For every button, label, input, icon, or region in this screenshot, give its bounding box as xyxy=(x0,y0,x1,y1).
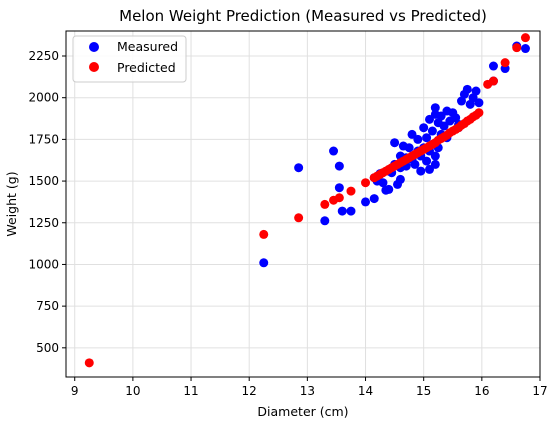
measured-point xyxy=(424,114,434,124)
legend-marker-predicted xyxy=(89,62,99,72)
x-tick-label: 15 xyxy=(416,384,431,398)
measured-point xyxy=(422,156,432,166)
legend-box xyxy=(72,35,187,83)
measured-point xyxy=(384,184,394,194)
x-tick-label: 17 xyxy=(532,384,547,398)
predicted-point xyxy=(488,76,498,86)
y-tick-label: 1250 xyxy=(28,216,59,230)
legend: Measured Predicted xyxy=(72,35,187,83)
x-tick-label: 9 xyxy=(71,384,79,398)
measured-point xyxy=(462,84,472,94)
predicted-point xyxy=(474,108,484,118)
measured-point xyxy=(422,133,432,143)
legend-label-predicted: Predicted xyxy=(117,60,176,75)
predicted-point xyxy=(512,43,522,53)
predicted-point xyxy=(259,229,269,239)
predicted-point xyxy=(84,358,94,368)
predicted-point xyxy=(520,33,530,43)
y-axis-label: Weight (g) xyxy=(4,171,19,236)
y-tick-label: 750 xyxy=(36,299,59,313)
measured-point xyxy=(390,138,400,148)
x-axis-label: Diameter (cm) xyxy=(257,404,348,419)
measured-point xyxy=(436,111,446,121)
measured-point xyxy=(471,86,481,96)
legend-label-measured: Measured xyxy=(117,39,178,54)
measured-point xyxy=(430,103,440,113)
measured-point xyxy=(334,183,344,193)
y-axis-ticks: 500 750 1000 1250 1500 1750 2000 2250 xyxy=(28,49,66,355)
predicted-point xyxy=(320,199,330,209)
measured-point xyxy=(410,159,420,169)
x-tick-label: 11 xyxy=(183,384,198,398)
x-tick-label: 14 xyxy=(358,384,373,398)
measured-point xyxy=(361,197,371,207)
x-tick-label: 12 xyxy=(242,384,257,398)
x-tick-label: 16 xyxy=(474,384,489,398)
measured-point xyxy=(259,258,269,268)
measured-point xyxy=(378,178,388,188)
measured-point xyxy=(439,121,449,131)
predicted-point xyxy=(294,213,304,223)
x-tick-label: 13 xyxy=(300,384,315,398)
x-tick-label: 10 xyxy=(125,384,140,398)
chart-title: Melon Weight Prediction (Measured vs Pre… xyxy=(119,7,487,25)
measured-point xyxy=(329,146,339,156)
measured-point xyxy=(424,164,434,174)
y-tick-label: 500 xyxy=(36,341,59,355)
y-tick-label: 1750 xyxy=(28,132,59,146)
plot-area xyxy=(65,30,541,378)
predicted-point xyxy=(346,186,356,196)
measured-point xyxy=(346,206,356,216)
predicted-point xyxy=(361,178,371,188)
x-axis-ticks: 9 10 11 12 13 14 15 16 17 xyxy=(71,377,548,398)
data-points xyxy=(84,33,530,368)
measured-point xyxy=(369,194,379,204)
y-tick-label: 1500 xyxy=(28,174,59,188)
measured-point xyxy=(334,161,344,171)
legend-marker-measured xyxy=(89,42,99,52)
measured-point xyxy=(416,166,426,176)
measured-point xyxy=(320,216,330,226)
measured-point xyxy=(404,143,414,153)
y-tick-label: 2000 xyxy=(28,91,59,105)
measured-point xyxy=(474,98,484,108)
grid-lines xyxy=(66,31,541,377)
measured-point xyxy=(427,126,437,136)
measured-point xyxy=(337,206,347,216)
measured-point xyxy=(430,159,440,169)
y-tick-label: 2250 xyxy=(28,49,59,63)
measured-point xyxy=(520,44,530,54)
predicted-point xyxy=(334,193,344,203)
predicted-point xyxy=(500,58,510,68)
measured-point xyxy=(419,123,429,133)
y-tick-label: 1000 xyxy=(28,257,59,271)
measured-point xyxy=(294,163,304,173)
measured-point xyxy=(488,61,498,71)
measured-point xyxy=(413,134,423,144)
measured-point xyxy=(395,174,405,184)
measured-point xyxy=(407,129,417,139)
measured-point xyxy=(430,151,440,161)
